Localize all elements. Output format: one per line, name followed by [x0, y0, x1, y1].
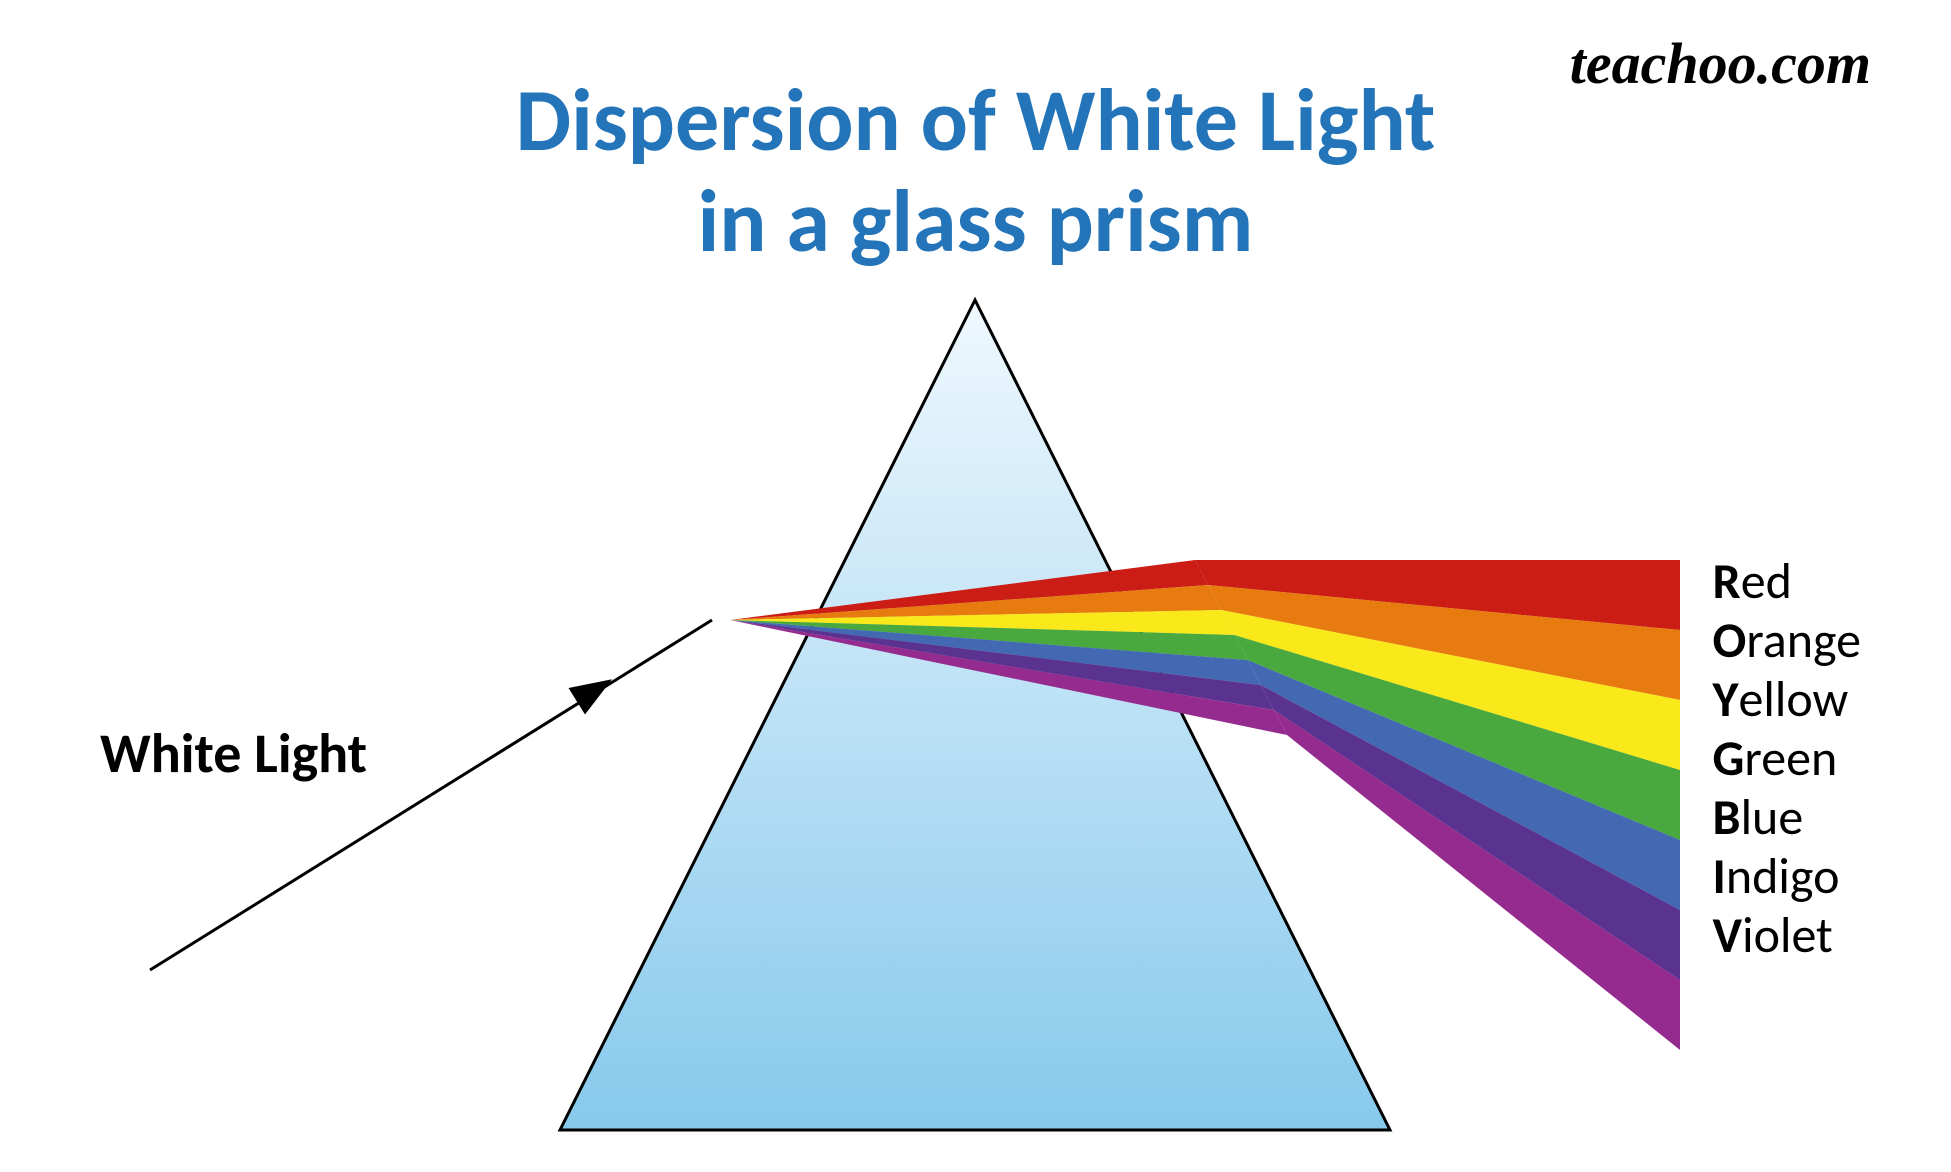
white-light-label: White Light	[100, 720, 367, 788]
spectrum-label-v: Violet	[1713, 906, 1861, 965]
spectrum-labels: RedOrangeYellowGreenBlueIndigoViolet	[1713, 552, 1861, 965]
spectrum-label-b: Blue	[1713, 788, 1861, 847]
spectrum-label-r: Red	[1713, 552, 1861, 611]
spectrum-label-o: Orange	[1713, 611, 1861, 670]
spectrum-label-y: Yellow	[1713, 670, 1861, 729]
spectrum-label-i: Indigo	[1713, 847, 1861, 906]
prism-diagram	[0, 0, 1951, 1172]
spectrum-label-g: Green	[1713, 729, 1861, 788]
incident-arrowhead	[569, 679, 613, 714]
incident-ray	[150, 620, 712, 970]
